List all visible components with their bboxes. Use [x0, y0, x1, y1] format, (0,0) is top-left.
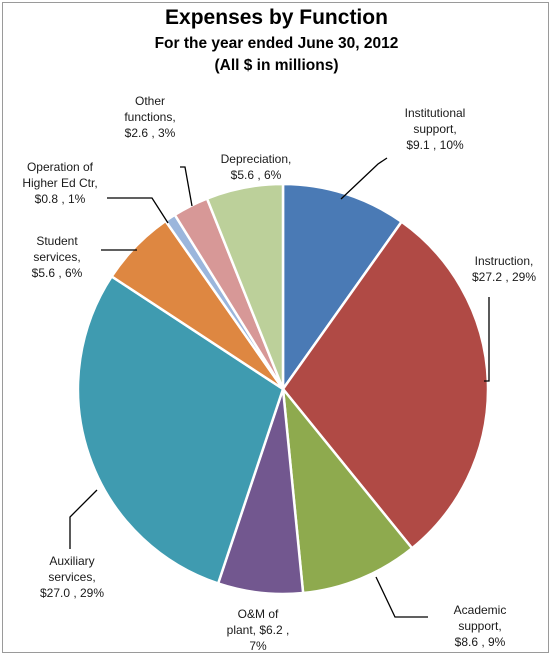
- slice-label: Operation of Higher Ed Ctr, $0.8 , 1%: [22, 160, 97, 206]
- slice-label-line: $5.6 , 6%: [32, 266, 83, 280]
- slice-label-line: Student: [36, 234, 78, 248]
- slice-label: Academic support, $8.6 , 9%: [454, 603, 507, 649]
- slice-label-line: O&M of: [238, 607, 279, 621]
- pie-slice-instruction: [281, 220, 490, 550]
- slice-label-line: $9.1 , 10%: [406, 138, 464, 152]
- slice-label-line: $0.8 , 1%: [35, 192, 86, 206]
- slice-label-line: support,: [458, 619, 501, 633]
- slice-label-line: $27.0 , 29%: [40, 586, 104, 600]
- slice-label: O&M of plant, $6.2 , 7%: [227, 607, 290, 653]
- slice-label-line: Depreciation,: [221, 152, 292, 166]
- leader-line: [107, 197, 169, 224]
- slice-label-line: support,: [413, 122, 456, 136]
- chart-subtitle-2: (All $ in millions): [214, 57, 339, 74]
- leader-line: [340, 157, 388, 200]
- slice-label-line: 7%: [249, 639, 267, 653]
- chart-title: Expenses by Function: [165, 6, 388, 29]
- slice-label-line: services,: [48, 570, 95, 584]
- slice-label: Other functions, $2.6 , 3%: [124, 94, 175, 140]
- slice-label: Student services, $5.6 , 6%: [32, 234, 83, 280]
- slice-label-line: Institutional: [405, 106, 466, 120]
- slice-label-line: Other: [135, 94, 165, 108]
- slice-label-line: Instruction,: [475, 254, 534, 268]
- slice-label-line: Operation of: [27, 160, 94, 174]
- leader-line: [180, 166, 193, 207]
- leader-line: [69, 489, 98, 549]
- slice-label: Depreciation, $5.6 , 6%: [221, 152, 292, 182]
- slice-label-line: $8.6 , 9%: [455, 635, 506, 649]
- slice-label: Auxiliary services, $27.0 , 29%: [40, 554, 104, 600]
- pie-slice-institutional-support: [281, 182, 403, 391]
- leader-line: [375, 576, 428, 618]
- slice-label: Instruction, $27.2 , 29%: [472, 254, 536, 284]
- slice-label-line: functions,: [124, 110, 175, 124]
- pie-slice-academic-support: [281, 387, 414, 595]
- slice-label-line: $27.2 , 29%: [472, 270, 536, 284]
- slice-label-line: Higher Ed Ctr,: [22, 176, 97, 190]
- pie-slice-auxiliary-services: [76, 275, 285, 585]
- slice-label-line: $2.6 , 3%: [125, 126, 176, 140]
- slice-label-line: services,: [33, 250, 80, 264]
- slice-label-line: plant, $6.2 ,: [227, 623, 290, 637]
- slice-label-line: $5.6 , 6%: [231, 168, 282, 182]
- chart-subtitle-1: For the year ended June 30, 2012: [154, 35, 399, 52]
- slice-label: Institutional support, $9.1 , 10%: [405, 106, 466, 152]
- slice-label-line: Auxiliary: [49, 554, 94, 568]
- slice-label-line: Academic: [454, 603, 507, 617]
- pie-slice-depreciation: [205, 182, 285, 391]
- leader-line: [484, 297, 490, 382]
